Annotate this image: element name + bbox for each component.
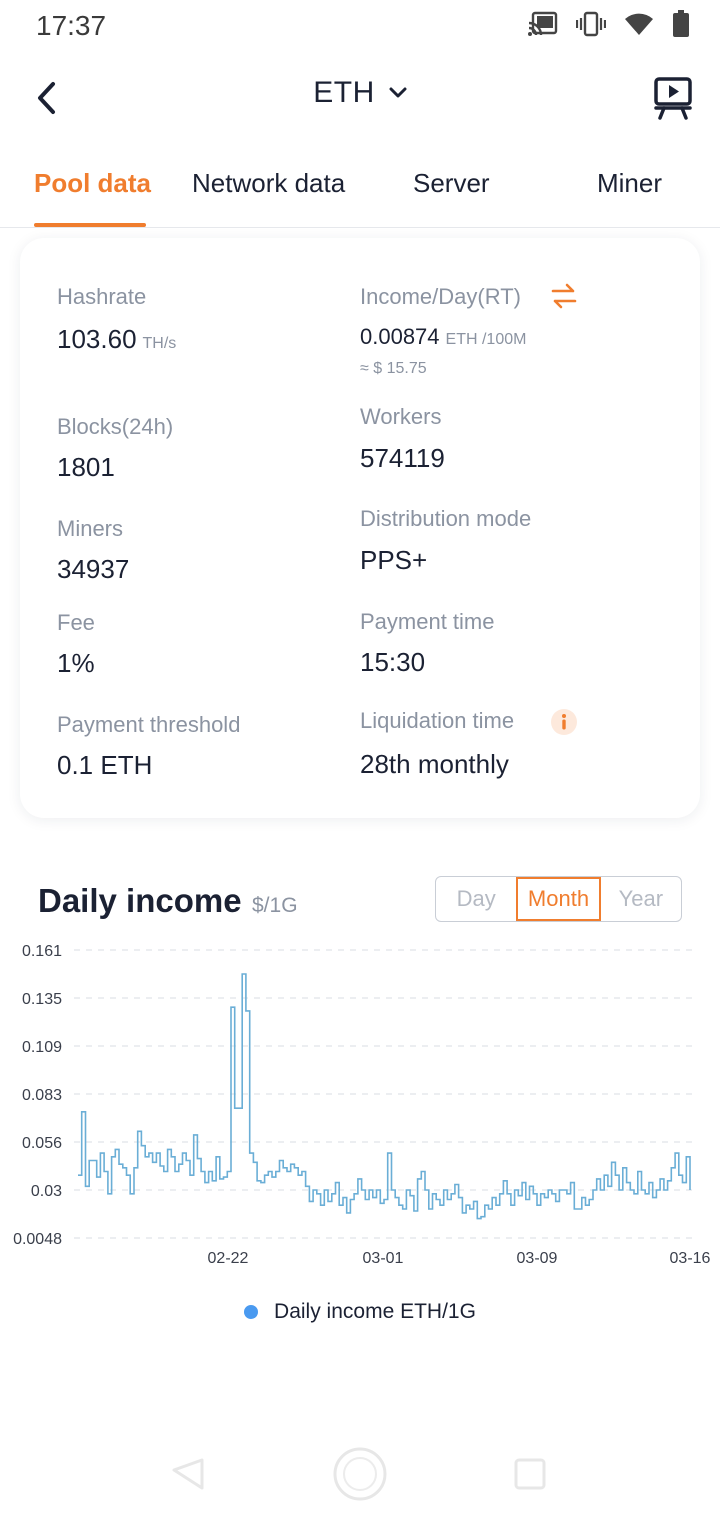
battery-icon xyxy=(673,10,689,37)
x-tick-label: 03-16 xyxy=(670,1250,711,1267)
nav-home-icon[interactable] xyxy=(333,1447,387,1501)
back-button[interactable] xyxy=(26,76,66,120)
info-icon[interactable] xyxy=(550,708,578,736)
series-line-daily-income xyxy=(78,973,691,1220)
payment-threshold-value: 0.1 ETH xyxy=(57,750,153,780)
app-bar: ETH xyxy=(0,62,720,134)
tab-miner[interactable]: Miner xyxy=(597,168,663,198)
blocks-label: Blocks(24h) xyxy=(57,414,174,439)
y-tick-label: 0.161 xyxy=(22,943,62,960)
y-tick-label: 0.0048 xyxy=(13,1231,62,1248)
range-day-button[interactable]: Day xyxy=(456,886,496,911)
cast-icon xyxy=(528,11,558,36)
tab-bar: Pool data Network data Server Miner xyxy=(0,160,720,228)
chart-header: Daily income $/1G Day Month Year xyxy=(0,870,720,930)
legend-dot xyxy=(244,1305,259,1319)
range-year-button[interactable]: Year xyxy=(618,886,664,911)
y-tick-label: 0.056 xyxy=(22,1135,62,1152)
x-tick-label: 03-01 xyxy=(363,1250,404,1267)
income-number: 0.00874 xyxy=(360,324,440,349)
payment-time-label: Payment time xyxy=(360,609,495,634)
chevron-down-icon xyxy=(389,87,407,98)
income-value: 0.00874 ETH /100M xyxy=(360,324,526,350)
fee-value: 1% xyxy=(57,648,95,678)
status-icons xyxy=(528,10,690,38)
status-time: 17:37 xyxy=(36,10,107,41)
income-unit: ETH /100M xyxy=(445,331,527,348)
workers-value: 574119 xyxy=(360,443,445,473)
legend-label: Daily income ETH/1G xyxy=(274,1300,476,1323)
miners-label: Miners xyxy=(57,516,124,541)
chart-unit: $/1G xyxy=(252,894,298,917)
tab-pool-data[interactable]: Pool data xyxy=(34,168,152,198)
blocks-value: 1801 xyxy=(57,452,115,482)
page-title: ETH xyxy=(313,76,375,109)
hashrate-unit: TH/s xyxy=(142,335,177,352)
video-tutorial-button[interactable] xyxy=(652,74,696,122)
chart-title: Daily income xyxy=(38,882,242,919)
nav-recents-icon[interactable] xyxy=(514,1458,546,1490)
vibrate-icon xyxy=(576,11,606,37)
workers-label: Workers xyxy=(360,404,442,429)
pool-stats-card: Hashrate 103.60 TH/s Income/Day(RT) 0.008… xyxy=(20,238,700,818)
y-tick-label: 0.109 xyxy=(22,1039,62,1056)
range-month-button[interactable]: Month xyxy=(516,877,601,921)
y-tick-label: 0.03 xyxy=(31,1183,62,1200)
x-tick-label: 02-22 xyxy=(208,1250,249,1267)
income-label: Income/Day(RT) xyxy=(360,284,521,309)
system-nav-bar xyxy=(0,1430,720,1520)
payment-time-value: 15:30 xyxy=(360,647,426,677)
x-tick-label: 03-09 xyxy=(517,1250,558,1267)
distribution-label: Distribution mode xyxy=(360,506,532,531)
swap-icon[interactable] xyxy=(550,282,578,310)
hashrate-value: 103.60 TH/s xyxy=(57,324,176,355)
y-tick-label: 0.083 xyxy=(22,1087,62,1104)
chevron-left-icon xyxy=(38,82,55,114)
y-tick-label: 0.135 xyxy=(22,991,62,1008)
coin-selector[interactable]: ETH xyxy=(0,76,720,110)
nav-back-icon[interactable] xyxy=(172,1458,204,1490)
tab-network-data[interactable]: Network data xyxy=(192,168,346,198)
status-bar: 17:37 xyxy=(0,0,720,52)
distribution-value: PPS+ xyxy=(360,545,428,575)
liquidation-value: 28th monthly xyxy=(360,749,509,779)
daily-income-chart: 0.161 0.135 0.109 0.083 0.056 0.03 0.0048 02-22… xyxy=(13,943,711,1267)
fee-label: Fee xyxy=(57,610,95,635)
liquidation-label: Liquidation time xyxy=(360,708,515,733)
income-usd: ≈ $ 15.75 xyxy=(360,360,427,377)
chart-legend: Daily income ETH/1G xyxy=(0,1300,720,1324)
hashrate-label: Hashrate xyxy=(57,284,147,309)
range-selector: Day Month Year xyxy=(435,876,682,922)
miners-value: 34937 xyxy=(57,554,130,584)
tab-server[interactable]: Server xyxy=(413,168,490,198)
payment-threshold-label: Payment threshold xyxy=(57,712,241,737)
wifi-icon xyxy=(625,13,653,35)
active-tab-indicator xyxy=(34,223,146,227)
hashrate-number: 103.60 xyxy=(57,324,137,354)
video-play-icon xyxy=(654,77,692,120)
